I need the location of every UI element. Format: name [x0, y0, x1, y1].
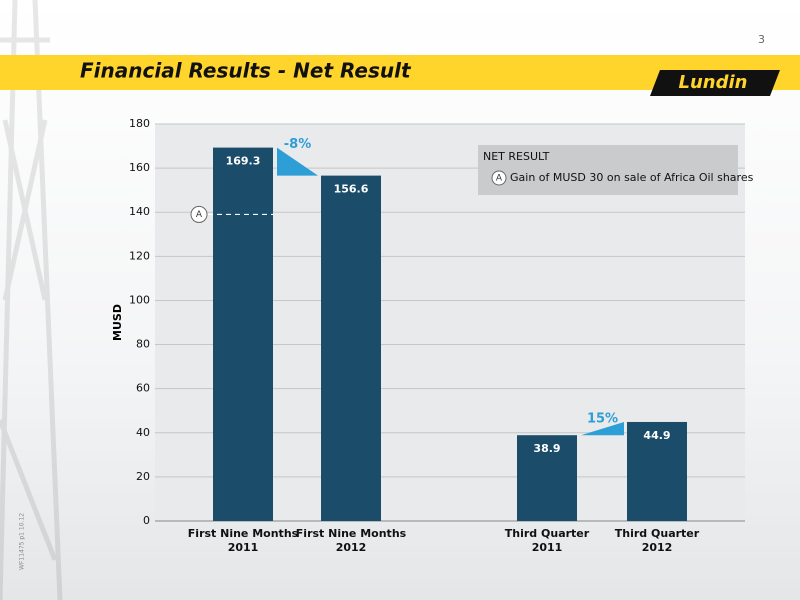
slide-title: Financial Results - Net Result	[80, 59, 412, 83]
y-tick-label: 20	[136, 470, 150, 483]
y-tick-label: 120	[129, 249, 150, 262]
x-tick-label: First Nine Months 2011	[187, 527, 299, 554]
x-tick-label: Third Quarter 2011	[504, 527, 590, 554]
bar	[627, 421, 687, 521]
legend-text: Gain of MUSD 30 on sale of Africa Oil sh…	[510, 171, 754, 184]
y-tick-label: 180	[129, 117, 150, 130]
y-tick-label: 140	[129, 205, 150, 218]
logo: Lundin	[679, 72, 748, 93]
y-tick-label: 160	[129, 161, 150, 174]
bar	[213, 147, 273, 522]
legend-box	[478, 145, 738, 195]
y-tick-label: 0	[143, 514, 150, 527]
page-number: 3	[758, 33, 765, 46]
derrick-silhouette	[0, 0, 63, 600]
value-label: 38.9	[533, 442, 560, 455]
legend-marker-circle	[491, 170, 507, 186]
change-label: 15%	[587, 411, 618, 426]
marker-circle	[190, 205, 208, 223]
bar	[517, 435, 577, 521]
logo-box	[650, 70, 780, 96]
marker-label: A	[196, 210, 203, 220]
change-wedge	[581, 421, 624, 436]
legend-marker: A	[496, 174, 503, 184]
x-tick-label: Third Quarter 2012	[614, 527, 700, 554]
value-label: 44.9	[643, 429, 670, 442]
value-label: 156.6	[334, 183, 369, 196]
change-label: -8%	[284, 137, 311, 152]
y-tick-label: 80	[136, 338, 150, 351]
y-axis-label: MUSD	[111, 304, 124, 341]
bar	[321, 175, 381, 522]
x-tick-label: First Nine Months 2012	[295, 527, 407, 554]
legend-title: NET RESULT	[483, 150, 550, 163]
change-wedge	[277, 147, 318, 176]
side-code: WF11475 p1 10.12	[19, 513, 26, 570]
y-tick-label: 100	[129, 293, 150, 306]
y-tick-label: 40	[136, 426, 150, 439]
value-label: 169.3	[226, 155, 261, 168]
y-tick-label: 60	[136, 382, 150, 395]
